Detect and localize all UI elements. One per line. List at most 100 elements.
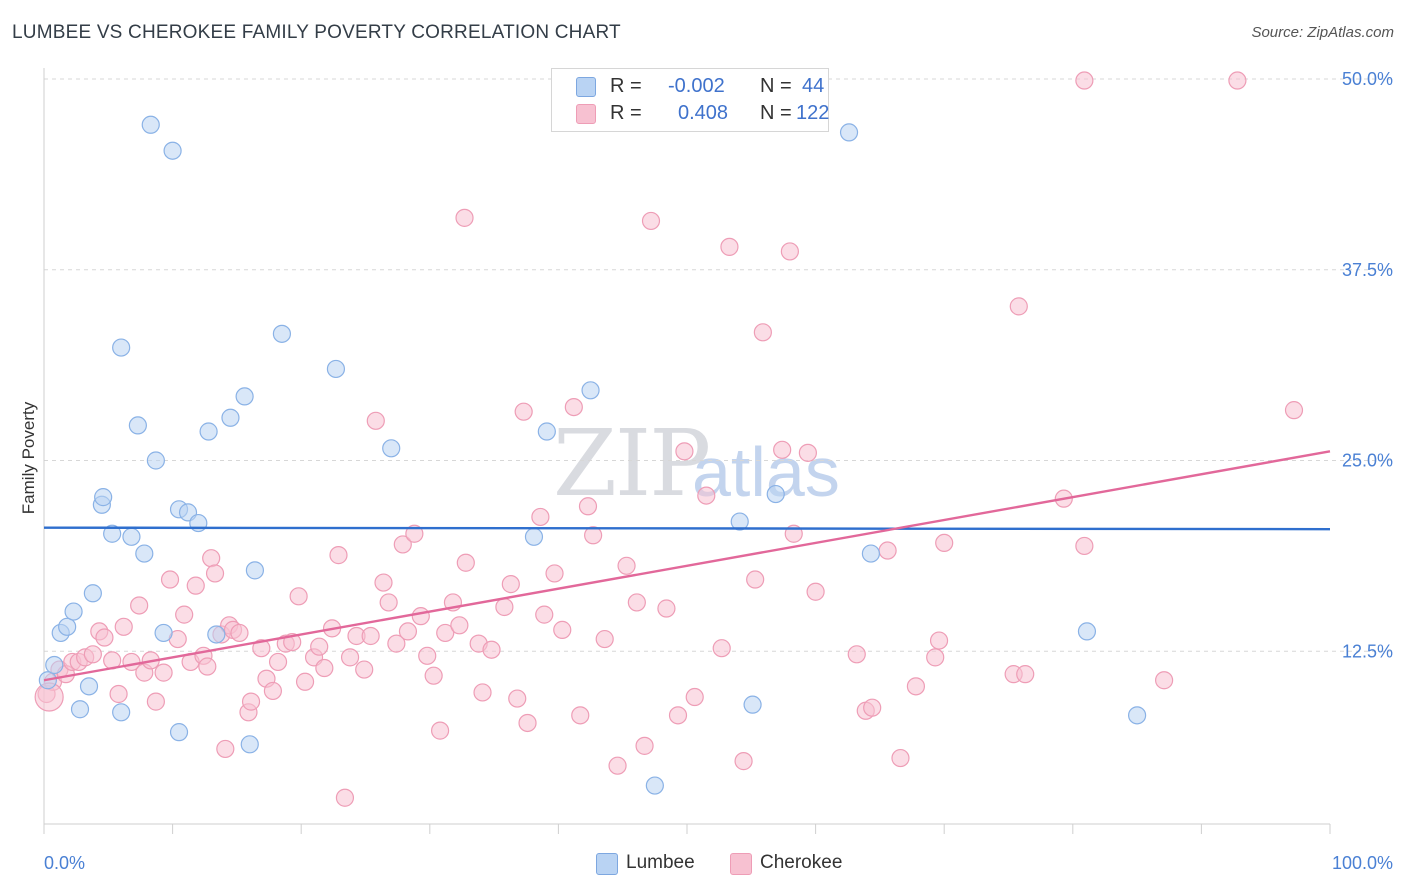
legend-r-label: R = <box>610 102 642 124</box>
cherokee-point <box>545 564 564 583</box>
cherokee-point <box>263 681 283 701</box>
cherokee-point <box>1075 536 1094 556</box>
cherokee-point <box>668 706 688 725</box>
cherokee-point <box>1155 671 1174 690</box>
source-credit: Source: ZipAtlas.com <box>1251 24 1394 41</box>
cherokee-point <box>329 546 348 565</box>
x-tick-label-min: 0.0% <box>44 853 85 873</box>
cherokee-point <box>418 646 437 665</box>
cherokee-point <box>627 593 646 612</box>
cherokee-point <box>175 605 194 624</box>
trend-lines <box>43 450 1331 682</box>
lumbee-point <box>146 451 165 470</box>
cherokee-point <box>216 739 235 759</box>
x-tick-label-max: 100.0% <box>1332 853 1393 873</box>
cherokee-point <box>1228 71 1247 90</box>
y-tick-label: 50.0% <box>1342 69 1393 89</box>
lumbee-point <box>141 115 160 134</box>
cherokee-point <box>501 575 520 594</box>
lumbee-point <box>122 527 141 546</box>
cherokee-point <box>514 402 533 421</box>
lumbee-point <box>112 703 131 722</box>
lumbee-point <box>581 381 600 400</box>
lumbee-point <box>524 527 544 546</box>
cherokee-point <box>340 648 360 667</box>
cherokee-point <box>1016 665 1035 684</box>
cherokee-point <box>531 507 550 527</box>
legend-n-label: N = <box>760 75 792 97</box>
cherokee-point <box>535 605 554 624</box>
y-tick-label: 25.0% <box>1342 451 1393 471</box>
cherokee-point <box>906 677 926 696</box>
legend-r-value: 0.408 <box>678 102 729 124</box>
lumbee-point <box>169 723 189 742</box>
lumbee-point <box>103 524 122 543</box>
cherokee-point <box>130 596 149 615</box>
cherokee-point <box>773 440 792 459</box>
cherokee-point <box>482 640 501 659</box>
cherokee-point <box>657 599 676 618</box>
cherokee-point <box>114 617 133 636</box>
cherokee-point <box>685 687 704 707</box>
cherokee-point <box>635 736 654 755</box>
cherokee-point <box>379 593 398 612</box>
lumbee-point <box>730 512 749 531</box>
cherokee-point <box>430 721 450 740</box>
legend-row-cherokee: R = 0.408 N = 122 <box>576 102 829 126</box>
cherokee-point <box>508 689 527 708</box>
lumbee-point <box>1077 622 1097 641</box>
cherokee-point <box>578 497 598 516</box>
cherokee-point <box>734 752 753 771</box>
cherokee-point <box>495 597 514 617</box>
cherokee-point <box>405 524 424 543</box>
cherokee-point <box>310 637 329 656</box>
cherokee-point <box>675 442 694 461</box>
cherokee-points <box>34 71 1304 807</box>
cherokee-legend-label: Cherokee <box>760 852 843 873</box>
grid-lines <box>44 78 1394 652</box>
cherokee-point <box>780 242 799 261</box>
cherokee-point <box>205 564 225 583</box>
cherokee-point <box>241 692 261 711</box>
cherokee-point <box>335 788 355 807</box>
cherokee-point <box>720 237 739 256</box>
cherokee-point <box>109 684 128 704</box>
legend-r-label: R = <box>610 75 642 97</box>
lumbee-point <box>235 387 254 406</box>
lumbee-point <box>45 655 64 675</box>
cherokee-point <box>436 623 455 643</box>
lumbee-point <box>743 695 762 714</box>
cherokee-point <box>712 639 731 658</box>
cherokee-point <box>584 526 603 545</box>
cherokee-point <box>926 648 945 667</box>
watermark-atlas: atlas <box>692 433 840 511</box>
cherokee-point <box>146 692 165 711</box>
cherokee-point <box>455 208 474 227</box>
y-tick-label: 37.5% <box>1342 260 1393 280</box>
cherokee-point <box>424 666 443 685</box>
cherokee-legend-swatch <box>730 853 752 875</box>
lumbee-point <box>163 141 182 160</box>
cherokee-point <box>1284 401 1304 420</box>
lumbee-point <box>861 544 880 563</box>
lumbee-point <box>58 617 77 636</box>
cherokee-point <box>1075 71 1094 90</box>
y-axis-label: Family Poverty <box>19 401 38 514</box>
lumbee-point <box>83 584 102 603</box>
cherokee-point <box>374 573 393 592</box>
lumbee-point <box>245 561 265 580</box>
lumbee-point <box>272 324 292 343</box>
cherokee-point <box>891 748 910 768</box>
lumbee-point <box>207 625 226 644</box>
cherokee-point <box>806 582 825 601</box>
cherokee-point <box>746 570 765 589</box>
cherokee-point <box>929 631 949 650</box>
lumbee-point <box>199 422 218 441</box>
cherokee-point <box>697 486 716 505</box>
cherokee-point <box>571 706 590 725</box>
chart-title: LUMBEE VS CHEROKEE FAMILY POVERTY CORREL… <box>12 22 621 43</box>
cherokee-point <box>1009 297 1028 316</box>
cherokee-point <box>878 541 897 560</box>
lumbee-point <box>79 677 99 696</box>
